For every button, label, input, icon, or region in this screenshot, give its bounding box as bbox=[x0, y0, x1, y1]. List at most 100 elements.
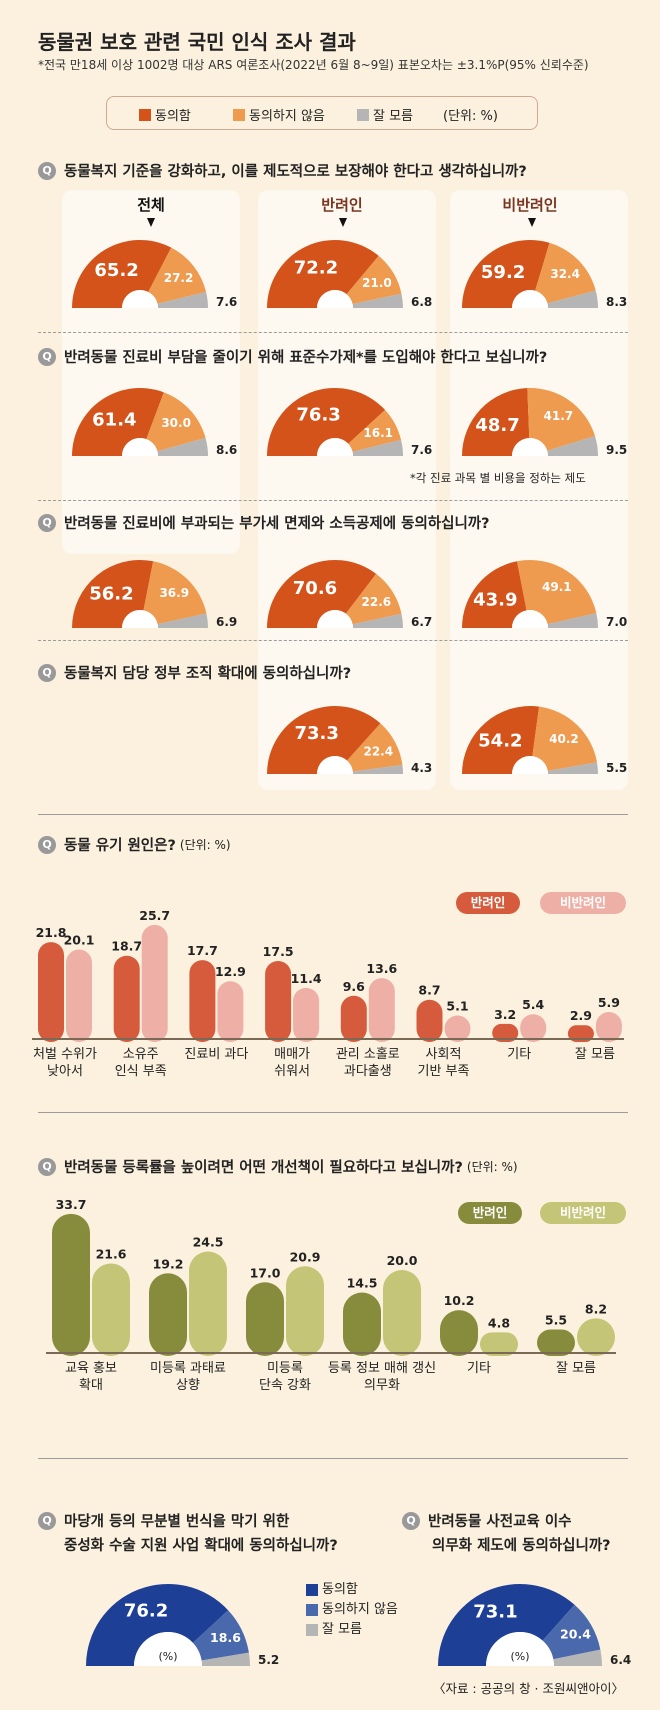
gauge-education-slice-unknown bbox=[553, 1649, 602, 1666]
blue-question-2: Q 반려동물 사전교육 이수 bbox=[402, 1510, 572, 1531]
gauge-q3-nonpet-slice-agree bbox=[462, 561, 527, 628]
bar-chart-2-category-1-line-0: 미등록 과태료 bbox=[150, 1361, 226, 1376]
bar-chart-1-category-7-line-0: 잘 모름 bbox=[575, 1047, 615, 1062]
bar-chart-1-value-nonpet-0: 20.1 bbox=[64, 933, 95, 948]
gauge-q4-pet-hole bbox=[317, 756, 353, 774]
gauge-q2-all-label-disagree: 30.0 bbox=[161, 416, 191, 430]
gauge-q2-pet-label-unknown: 7.6 bbox=[411, 443, 432, 457]
bar-chart-2-bar-nonpet-5 bbox=[577, 1318, 615, 1356]
bar-chart-1-value-pet-0: 21.8 bbox=[36, 925, 67, 940]
gauge-q2-pet-label-agree: 76.3 bbox=[296, 404, 340, 425]
bar-chart-1-bar-nonpet-7 bbox=[595, 1012, 622, 1042]
gauge-q2-all-label-unknown: 8.6 bbox=[216, 443, 237, 457]
bar-chart-1-category-0-line-1: 낮아서 bbox=[47, 1064, 83, 1079]
gauge-q2-pet-slice-disagree bbox=[348, 409, 402, 452]
bar-chart-2-value-nonpet-4: 4.8 bbox=[488, 1315, 510, 1330]
gauge-q3-nonpet-label-disagree: 49.1 bbox=[542, 580, 572, 594]
bar-chart-2-category-3-line-1: 의무화 bbox=[364, 1378, 400, 1393]
bar-chart-1-category-4-line-0: 관리 소홀로 bbox=[336, 1047, 400, 1062]
bar-chart-1-bar-nonpet-0 bbox=[66, 949, 92, 1042]
gauge-q4-pet-label-agree: 73.3 bbox=[294, 723, 338, 744]
gauge-q2-all-hole bbox=[122, 438, 158, 456]
bar-chart-2-value-pet-0: 33.7 bbox=[56, 1197, 87, 1212]
gauge-education-slice-agree bbox=[438, 1584, 575, 1666]
bar-chart-1-value-pet-6: 3.2 bbox=[494, 1007, 516, 1022]
gauge-q4-nonpet-label-agree: 54.2 bbox=[478, 730, 522, 751]
gauge-q2-pet-hole bbox=[317, 438, 353, 456]
gauge-q1-nonpet-slice-unknown bbox=[547, 290, 598, 308]
question-icon: Q bbox=[38, 663, 56, 682]
gauge-q4-nonpet-slice-agree bbox=[462, 706, 540, 774]
gauge-q1-all: 65.2 27.2 7.6 bbox=[72, 240, 237, 309]
blue-question-1-line1: 마당개 등의 무분별 번식을 막기 위한 bbox=[64, 1514, 290, 1530]
gauge-q3-pet-label-agree: 70.6 bbox=[293, 578, 337, 599]
gauge-q1-pet-slice-agree bbox=[267, 240, 379, 308]
bar-chart-2-value-pet-2: 17.0 bbox=[250, 1265, 281, 1280]
blue-question-1: Q 마당개 등의 무분별 번식을 막기 위한 bbox=[38, 1510, 289, 1531]
bar-chart-1-value-nonpet-7: 5.9 bbox=[598, 995, 620, 1010]
legend-disagree: 동의하지 않음 bbox=[233, 105, 325, 124]
bar-chart-1-category-5-line-1: 기반 부족 bbox=[418, 1064, 470, 1079]
bar-chart-2-value-nonpet-0: 21.6 bbox=[96, 1246, 127, 1261]
gauge-q2-nonpet-label-agree: 48.7 bbox=[475, 415, 519, 436]
gauge-q3-all: 56.2 36.9 6.9 bbox=[72, 560, 237, 629]
gauge-q1-all-label-disagree: 27.2 bbox=[164, 271, 194, 285]
bar-chart-2-category-3-line-0: 등록 정보 매해 갱신 bbox=[328, 1361, 436, 1376]
bar-chart-1-bar-nonpet-2 bbox=[217, 981, 244, 1042]
gauge-education-label-unknown: 6.4 bbox=[610, 1653, 631, 1667]
gauge-neutering-label-disagree: 18.6 bbox=[210, 1630, 241, 1645]
gauge-q1-nonpet-hole bbox=[512, 290, 548, 308]
bar-chart-1-category-0-line-0: 처벌 수위가 bbox=[33, 1047, 97, 1062]
blue-question-1-line2: 중성화 수술 지원 사업 확대에 동의하십니까? bbox=[64, 1538, 338, 1554]
page-title: 동물권 보호 관련 국민 인식 조사 결과 bbox=[38, 30, 356, 54]
bar-chart-2-category-2-line-1: 단속 강화 bbox=[259, 1378, 311, 1393]
bar-chart-2-category-1-line-1: 상향 bbox=[176, 1378, 200, 1393]
gauge-education-label-disagree: 20.4 bbox=[560, 1626, 591, 1641]
bar-chart-1-value-pet-5: 8.7 bbox=[418, 983, 440, 998]
gauge-q4-nonpet-hole bbox=[512, 756, 548, 774]
bar-chart-2-value-nonpet-3: 20.0 bbox=[387, 1253, 418, 1268]
bar-chart-2-category-0-line-0: 교육 홍보 bbox=[65, 1361, 117, 1376]
gauge-q1-nonpet-label-agree: 59.2 bbox=[481, 262, 525, 283]
gauge-q4-nonpet: 54.2 40.2 5.5 bbox=[462, 706, 627, 775]
question-2-footnote: *각 진료 과목 별 비용을 정하는 제도 bbox=[410, 471, 586, 485]
bar-chart-2-bar-pet-5 bbox=[537, 1329, 575, 1356]
indicator-arrow-nonpet bbox=[528, 218, 536, 227]
gauge-q1-all-label-unknown: 7.6 bbox=[216, 295, 237, 309]
gauge-neutering-slice-agree bbox=[86, 1584, 229, 1666]
gauge-q1-pet-slice-disagree bbox=[346, 255, 402, 305]
bar-chart-2-bar-nonpet-1 bbox=[189, 1251, 227, 1356]
gauge-neutering-slice-unknown bbox=[201, 1652, 250, 1666]
column-header-all: 전체 bbox=[137, 196, 165, 214]
blue-gauge-charts: 76.2 18.6 5.2 (%) 73.1 20.4 6.4 (%) bbox=[86, 1584, 631, 1667]
bar-chart-1-value-nonpet-5: 5.1 bbox=[446, 999, 468, 1014]
gauge-q1-pet-label-disagree: 21.0 bbox=[362, 276, 392, 290]
bar-chart-1-value-pet-2: 17.7 bbox=[187, 943, 218, 958]
gauge-q3-nonpet-hole bbox=[512, 610, 548, 628]
blue-legend-disagree-label: 동의하지 않음 bbox=[322, 1602, 398, 1617]
bar-chart-2-legend-pet: 반려인 bbox=[458, 1202, 522, 1224]
bar-chart-1-bar-nonpet-6 bbox=[520, 1014, 547, 1042]
gauge-neutering: 76.2 18.6 5.2 (%) bbox=[86, 1584, 279, 1667]
legend-agree: 동의함 bbox=[139, 105, 191, 124]
column-header-nonpet: 비반려인 bbox=[502, 196, 558, 214]
gauge-q2-all-label-agree: 61.4 bbox=[92, 409, 136, 430]
gauge-neutering-hole bbox=[134, 1632, 202, 1666]
gauge-q1-nonpet: 59.2 32.4 8.3 bbox=[462, 240, 627, 309]
bar-chart-2-value-pet-3: 14.5 bbox=[347, 1276, 378, 1291]
bar-chart-1-value-pet-1: 18.7 bbox=[111, 939, 142, 954]
gauge-q1-nonpet-label-disagree: 32.4 bbox=[550, 267, 580, 281]
bar-chart-1-bar-nonpet-5 bbox=[444, 1015, 471, 1042]
gauge-q2-nonpet-slice-agree bbox=[461, 388, 530, 456]
main-legend: 동의함 동의하지 않음 잘 모름 (단위: %) bbox=[106, 96, 538, 130]
gauge-q2-nonpet: 48.7 41.7 9.5 bbox=[461, 387, 627, 457]
question-icon: Q bbox=[38, 347, 56, 366]
bar-chart-1-bar-pet-4 bbox=[340, 995, 367, 1042]
bar-chart-2-value-pet-5: 5.5 bbox=[545, 1312, 567, 1327]
bar-chart-2-category-0-line-1: 확대 bbox=[79, 1378, 103, 1393]
gauge-q1-all-slice-unknown bbox=[157, 291, 208, 308]
column-header-pet: 반려인 bbox=[321, 196, 363, 214]
